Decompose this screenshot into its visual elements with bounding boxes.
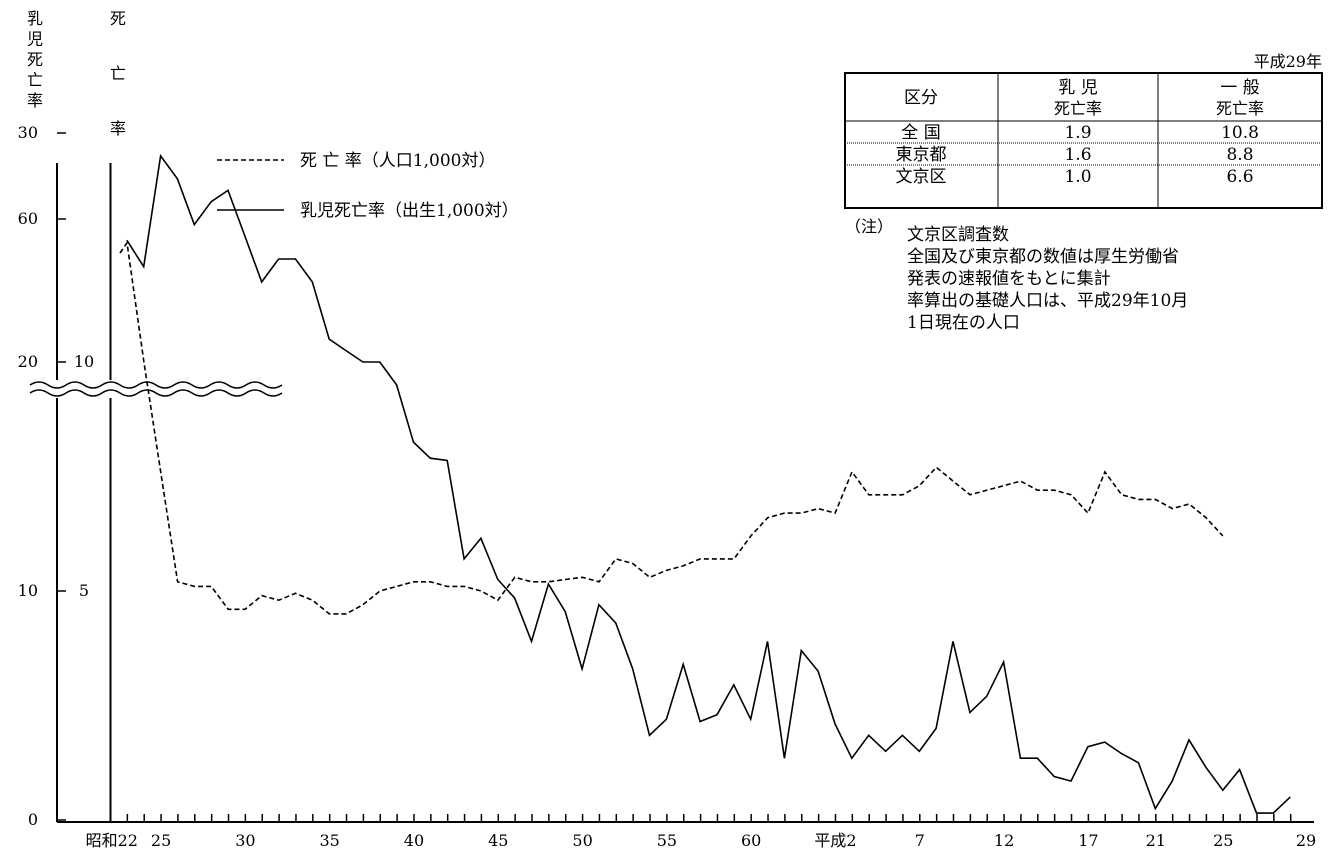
x-tick-label: 21: [1146, 831, 1166, 850]
table-cell: 東京都: [896, 145, 947, 165]
left-tick-label: 10: [18, 581, 38, 600]
table-cell: 6.6: [1226, 167, 1253, 187]
x-tick-label: 17: [1078, 831, 1098, 850]
x-tick-label: 60: [741, 831, 761, 850]
notes-line: 文京区調査数: [907, 225, 1009, 245]
table-header: 死亡率: [1054, 99, 1102, 118]
left-tick-label: 60: [18, 209, 38, 228]
table-cell: 全 国: [901, 123, 940, 143]
legend-label: 乳児死亡率（出生1,000対）: [300, 201, 519, 221]
x-tick-label: 25: [1213, 831, 1233, 850]
x-tick-label: 40: [404, 831, 424, 850]
notes: （注） 文京区調査数全国及び東京都の数値は厚生労働省発表の速報値をもとに集計率算出…: [845, 217, 1188, 333]
left-axis-title-char: 死: [27, 50, 43, 69]
x-tick-label: 25: [151, 831, 171, 850]
table-header: 区分: [904, 88, 938, 108]
table-cell: 文京区: [896, 167, 947, 187]
table-header: 死亡率: [1216, 99, 1264, 118]
table-header: 一 般: [1220, 78, 1259, 98]
x-tick-label: 30: [235, 831, 255, 850]
x-tick-label: 45: [488, 831, 508, 850]
inner-axis-title-char: 率: [110, 119, 126, 138]
x-tick-label: 29: [1296, 831, 1316, 850]
inner-axis-title-char: 死: [110, 9, 126, 28]
notes-line: 発表の速報値をもとに集計: [907, 269, 1111, 289]
notes-marker: （注）: [845, 217, 893, 236]
axis-break-mask: [28, 380, 284, 398]
axis-break-wave: [29, 389, 283, 397]
series-layer: [119, 153, 1291, 814]
death-rate-line: [119, 240, 1224, 615]
table-year-label: 平成29年: [1254, 52, 1322, 71]
left-axis-title-char: 児: [27, 30, 43, 49]
x-tick-label: 平成2: [814, 831, 856, 850]
table-cell: 8.8: [1226, 145, 1253, 165]
notes-line: 全国及び東京都の数値は厚生労働省: [907, 247, 1179, 267]
inner-tick-label: 10: [74, 352, 94, 371]
legend: 死 亡 率（人口1,000対） 乳児死亡率（出生1,000対）: [217, 151, 519, 221]
x-tick-label: 35: [320, 831, 340, 850]
inner-tick-label: 5: [79, 581, 89, 600]
table-frame: [844, 72, 1323, 209]
table-cell: 1.9: [1064, 123, 1091, 143]
x-tick-label: 昭和22: [86, 831, 138, 850]
table-cell: 1.0: [1064, 167, 1091, 187]
left-axis-title-char: 率: [27, 91, 43, 110]
infant-mortality-line: [126, 153, 1291, 814]
left-axis-title-char: 乳: [27, 9, 43, 28]
table-cell: 1.6: [1064, 145, 1091, 165]
x-tick-label: 50: [572, 831, 592, 850]
axis-break-wave: [29, 381, 283, 389]
notes-line: 1日現在の人口: [907, 313, 1020, 333]
inner-axis-title-char: 亡: [110, 64, 126, 83]
left-tick-label: 20: [18, 352, 38, 371]
x-tick-label: 12: [994, 831, 1014, 850]
x-tick-label: 7: [915, 831, 925, 850]
axes: [28, 132, 1314, 823]
legend-label: 死 亡 率（人口1,000対）: [300, 151, 495, 171]
left-tick-label: 0: [28, 810, 38, 829]
left-tick-label: 30: [18, 123, 38, 142]
notes-line: 率算出の基礎人口は、平成29年10月: [907, 291, 1188, 311]
summary-table: 平成29年区分乳 児死亡率一 般死亡率全 国 1.9 10.8東京都 1.6 8.8文京…: [844, 52, 1323, 209]
table-header: 乳 児: [1058, 78, 1097, 98]
left-axis-title-char: 亡: [27, 71, 43, 90]
table-cell: 10.8: [1221, 123, 1259, 143]
x-tick-label: 55: [657, 831, 677, 850]
